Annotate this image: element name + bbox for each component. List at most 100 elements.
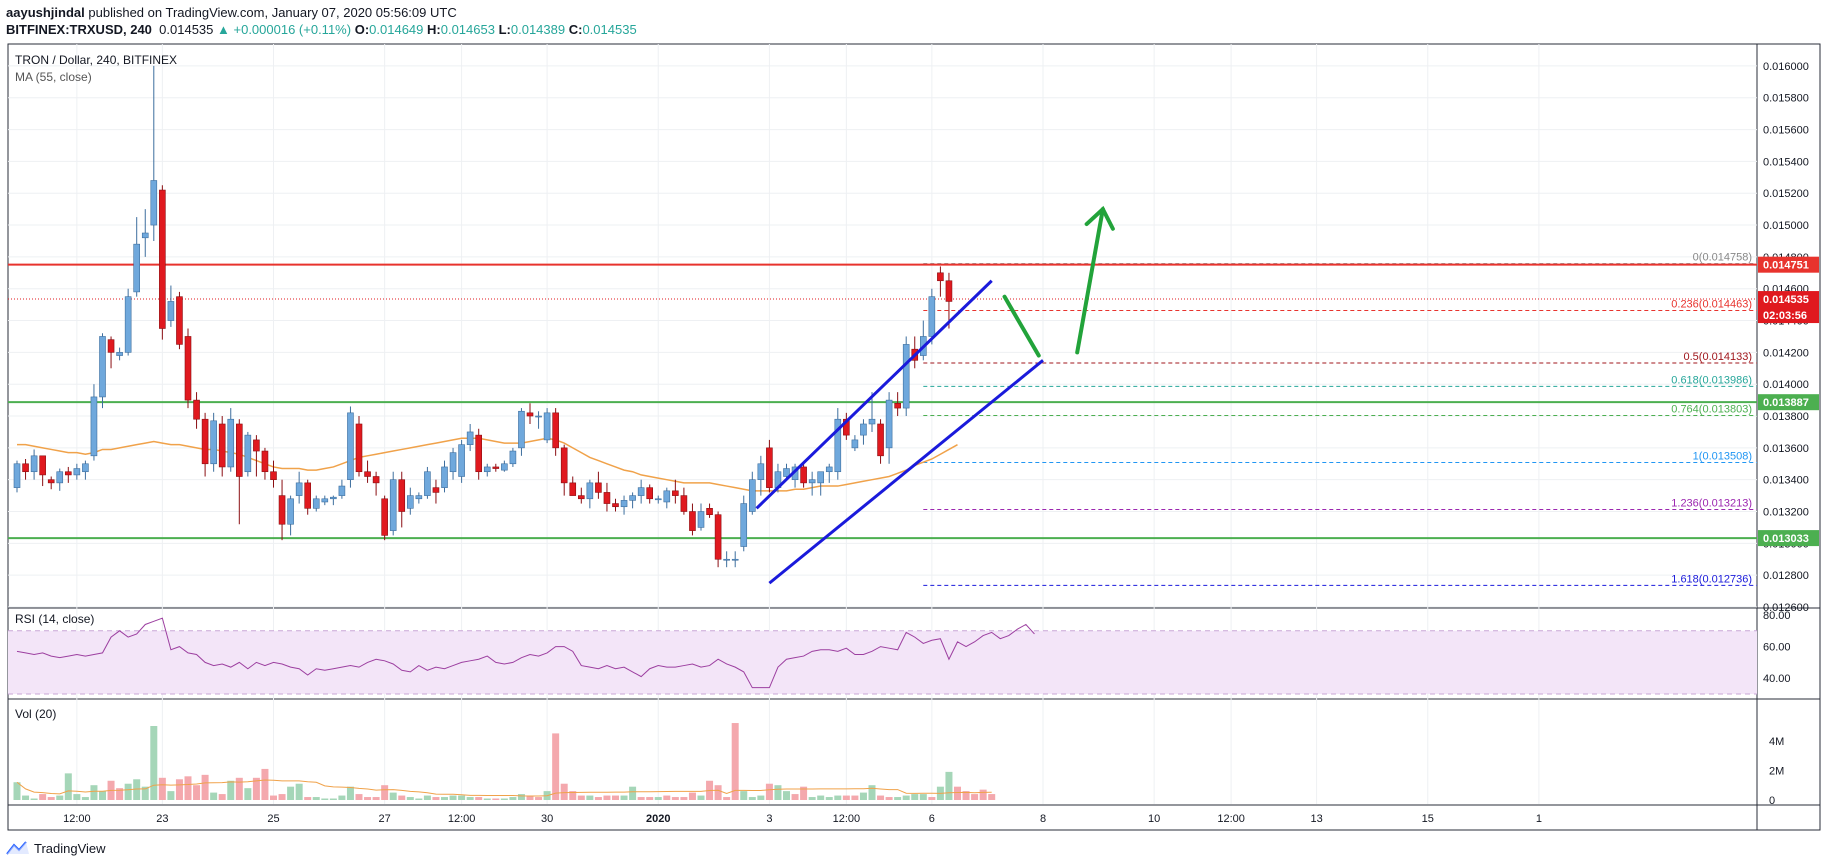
candle[interactable] (663, 487, 671, 509)
candle[interactable] (577, 487, 585, 504)
candle[interactable] (928, 288, 936, 345)
candle[interactable] (150, 65, 158, 241)
candle[interactable] (501, 460, 508, 472)
candle[interactable] (689, 503, 696, 536)
candle[interactable] (99, 333, 106, 409)
candle[interactable] (543, 408, 551, 444)
candle[interactable] (39, 455, 46, 487)
candle[interactable] (466, 423, 474, 452)
candle[interactable] (851, 435, 859, 452)
candle[interactable] (321, 495, 329, 506)
candle[interactable] (492, 463, 500, 472)
candle[interactable] (193, 392, 200, 429)
candle[interactable] (312, 495, 320, 512)
candle[interactable] (526, 403, 534, 424)
candle[interactable] (236, 419, 243, 525)
candle[interactable] (595, 471, 602, 499)
candle[interactable] (184, 328, 192, 409)
candle[interactable] (218, 416, 226, 477)
candle[interactable] (56, 468, 64, 491)
candle[interactable] (244, 431, 252, 477)
candle[interactable] (124, 288, 132, 356)
candle[interactable] (82, 460, 89, 480)
candle[interactable] (706, 503, 713, 518)
candle[interactable] (654, 495, 662, 504)
candle[interactable] (201, 412, 209, 477)
candle[interactable] (261, 447, 269, 480)
candle[interactable] (65, 466, 72, 483)
candle[interactable] (509, 447, 517, 467)
candle[interactable] (612, 498, 619, 512)
candle[interactable] (475, 428, 483, 480)
forecast-arrow-2[interactable] (1075, 207, 1105, 355)
candle[interactable] (586, 479, 594, 509)
candle[interactable] (800, 463, 807, 488)
candle[interactable] (141, 209, 149, 257)
candle[interactable] (620, 495, 628, 515)
candle[interactable] (441, 460, 448, 493)
candle[interactable] (783, 463, 790, 480)
candle[interactable] (415, 492, 423, 504)
candle[interactable] (672, 479, 679, 504)
candle[interactable] (603, 482, 611, 512)
candle[interactable] (629, 492, 636, 509)
candle[interactable] (347, 406, 354, 488)
candle[interactable] (714, 511, 722, 568)
candle[interactable] (30, 449, 38, 480)
candle[interactable] (843, 412, 850, 440)
channel-lower-line[interactable] (768, 359, 1044, 585)
tradingview-brand[interactable]: TradingView (34, 840, 106, 856)
candle[interactable] (937, 266, 944, 297)
candle[interactable] (167, 285, 175, 327)
candle[interactable] (552, 408, 559, 456)
candle[interactable] (107, 336, 115, 369)
candle[interactable] (766, 439, 773, 493)
candle[interactable] (338, 479, 346, 499)
candle[interactable] (945, 272, 953, 329)
candle[interactable] (860, 419, 867, 445)
candle[interactable] (637, 479, 645, 504)
candle[interactable] (825, 463, 833, 483)
candle[interactable] (133, 217, 140, 297)
candle[interactable] (364, 460, 371, 483)
candle[interactable] (176, 291, 183, 350)
candle[interactable] (287, 495, 294, 536)
forecast-arrow-1[interactable] (1002, 294, 1041, 358)
candle[interactable] (817, 471, 825, 496)
candle[interactable] (90, 384, 98, 461)
candle[interactable] (483, 463, 491, 477)
candle[interactable] (304, 479, 312, 515)
candle[interactable] (278, 479, 286, 541)
candle[interactable] (13, 460, 21, 493)
candle[interactable] (372, 471, 380, 496)
symbol-label[interactable]: BITFINEX:TRXUSD, 240 (6, 22, 152, 37)
candle[interactable] (398, 471, 406, 528)
candle[interactable] (697, 503, 705, 531)
candle[interactable] (432, 479, 440, 504)
candle[interactable] (680, 487, 688, 515)
candle[interactable] (740, 495, 748, 552)
candle[interactable] (757, 455, 765, 496)
candle[interactable] (518, 408, 525, 456)
candle[interactable] (885, 392, 893, 464)
candle[interactable] (569, 476, 577, 496)
candle[interactable] (535, 411, 542, 429)
candle[interactable] (381, 495, 388, 541)
candle[interactable] (919, 320, 927, 361)
candle[interactable] (227, 408, 235, 472)
candle[interactable] (834, 408, 842, 480)
candle[interactable] (424, 466, 431, 499)
candle[interactable] (295, 471, 303, 504)
candle[interactable] (253, 435, 260, 477)
channel-upper-line[interactable] (755, 279, 993, 510)
candle[interactable] (406, 487, 414, 515)
candle[interactable] (646, 484, 654, 504)
candle[interactable] (270, 460, 277, 488)
candle[interactable] (330, 495, 337, 506)
candle[interactable] (723, 551, 730, 568)
candle[interactable] (355, 416, 363, 477)
candle[interactable] (894, 392, 901, 417)
candle[interactable] (877, 419, 884, 464)
candle[interactable] (159, 185, 166, 340)
